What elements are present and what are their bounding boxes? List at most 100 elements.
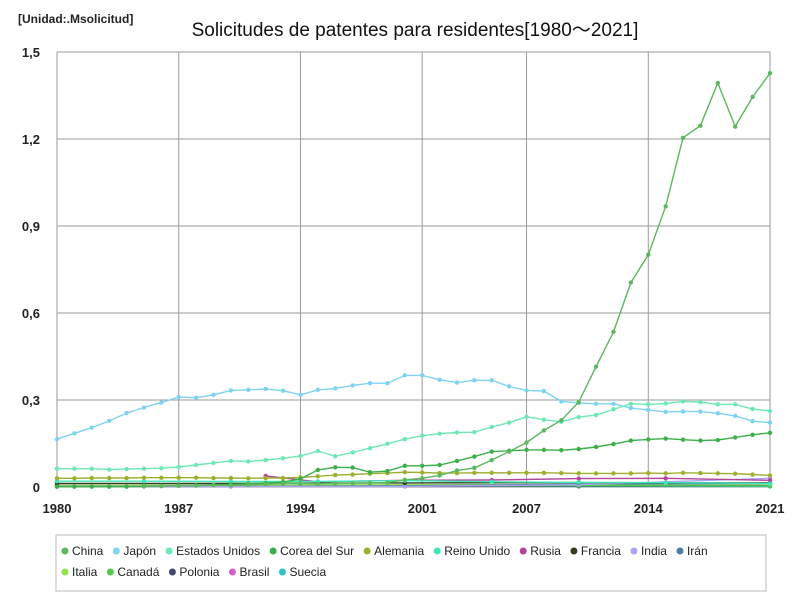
data-point-japón [506, 384, 512, 389]
data-point-japón [367, 380, 373, 386]
data-point-japón [680, 409, 686, 414]
data-point-estados-unidos [593, 412, 599, 418]
legend-item-irán[interactable]: Irán [676, 544, 708, 558]
data-point-estados-unidos [524, 414, 529, 420]
data-point-china [541, 428, 547, 433]
data-point-china [402, 477, 408, 482]
data-point-japón [541, 388, 547, 394]
data-point-estados-unidos [106, 467, 112, 472]
data-point-china [472, 465, 477, 471]
unit-label: [Unidad:.Msolicitud] [18, 12, 133, 26]
data-point-japón [298, 392, 303, 397]
data-point-estados-unidos [750, 406, 755, 412]
series-lines [54, 70, 773, 489]
y-tick-label: 0,9 [22, 219, 40, 234]
legend-item-rusia[interactable]: Rusia [519, 544, 562, 558]
data-point-china [193, 483, 199, 488]
data-point-china [715, 80, 721, 86]
data-point-rusia [767, 478, 773, 483]
data-point-estados-unidos [472, 429, 477, 435]
legend-marker [106, 568, 114, 576]
legend-item-china[interactable]: China [61, 544, 104, 558]
legend-box [55, 534, 767, 592]
data-point-china [524, 440, 529, 445]
legend-item-corea-del-sur[interactable]: Corea del Sur [269, 544, 355, 558]
data-point-alemania [54, 476, 60, 481]
legend-item-estados-unidos[interactable]: Estados Unidos [165, 544, 261, 558]
legend-label: China [72, 544, 104, 558]
data-point-alemania [333, 472, 338, 478]
legend-label: Alemania [374, 544, 424, 558]
legend-item-reino-unido[interactable]: Reino Unido [433, 544, 511, 558]
legend-label: India [641, 544, 667, 558]
data-point-china [593, 364, 599, 369]
data-point-estados-unidos [367, 445, 373, 451]
legend-label: Estados Unidos [176, 544, 260, 558]
legend-item-brasil[interactable]: Brasil [228, 565, 270, 579]
data-point-japón [454, 380, 460, 385]
data-point-alemania [350, 472, 355, 477]
data-point-japón [159, 400, 164, 405]
data-point-china [263, 481, 268, 487]
legend-item-india[interactable]: India [630, 544, 667, 558]
legend-item-suecia[interactable]: Suecia [278, 565, 327, 579]
data-point-japón [472, 378, 477, 383]
data-point-china [280, 481, 286, 486]
data-point-alemania [628, 471, 634, 476]
data-point-corea-del-sur [437, 462, 442, 468]
data-point-corea-del-sur [419, 463, 425, 469]
legend-item-polonia[interactable]: Polonia [168, 565, 220, 579]
data-point-japón [106, 418, 112, 424]
data-point-corea-del-sur [698, 438, 703, 443]
data-point-china [611, 329, 616, 335]
legend-item-francia[interactable]: Francia [570, 544, 621, 558]
data-point-alemania [733, 471, 738, 476]
data-point-alemania [646, 470, 651, 476]
data-point-corea-del-sur [593, 444, 599, 450]
data-point-japón [385, 380, 390, 386]
legend-marker [570, 547, 578, 555]
legend-item-japón[interactable]: Japón [112, 544, 156, 558]
data-point-corea-del-sur [350, 465, 355, 470]
data-point-corea-del-sur [733, 435, 738, 440]
data-point-corea-del-sur [454, 458, 460, 464]
legend-label: Polonia [179, 565, 219, 579]
data-point-japón [611, 401, 616, 406]
legend-label: Francia [581, 544, 621, 558]
y-tick-label: 0,3 [22, 393, 40, 408]
legend-item-italia[interactable]: Italia [61, 565, 98, 579]
data-point-china [698, 123, 703, 128]
series-line-china [144, 72, 771, 487]
legend: China Japón Estados Unidos Corea del Sur Ale… [55, 534, 767, 592]
data-point-corea-del-sur [402, 463, 408, 469]
legend-item-alemania[interactable]: Alemania [363, 544, 425, 558]
data-point-japón [750, 418, 755, 424]
series-japón [54, 373, 773, 442]
data-point-corea-del-sur [472, 454, 477, 459]
data-point-corea-del-sur [89, 484, 94, 489]
data-point-japón [489, 378, 494, 383]
data-point-japón [89, 425, 94, 430]
legend-label: Suecia [289, 565, 326, 579]
data-point-alemania [124, 475, 129, 481]
data-point-japón [315, 387, 321, 393]
x-tick-label: 1980 [43, 501, 72, 516]
data-point-china [733, 124, 738, 129]
data-point-corea-del-sur [333, 465, 338, 470]
data-point-estados-unidos [315, 448, 321, 454]
data-point-corea-del-sur [298, 476, 303, 482]
y-tick-label: 1,2 [22, 132, 40, 147]
data-point-japón [437, 377, 442, 382]
data-point-estados-unidos [419, 433, 425, 438]
data-point-japón [419, 373, 425, 378]
legend-marker [168, 568, 176, 576]
data-point-estados-unidos [176, 464, 181, 470]
data-point-alemania [228, 475, 234, 481]
x-tick-label: 2014 [634, 501, 664, 516]
data-point-corea-del-sur [54, 484, 60, 489]
legend-marker [61, 568, 69, 576]
legend-item-canadá[interactable]: Canadá [106, 565, 160, 579]
data-point-alemania [680, 470, 686, 475]
data-point-estados-unidos [280, 456, 286, 461]
series-line-alemania [57, 471, 771, 480]
